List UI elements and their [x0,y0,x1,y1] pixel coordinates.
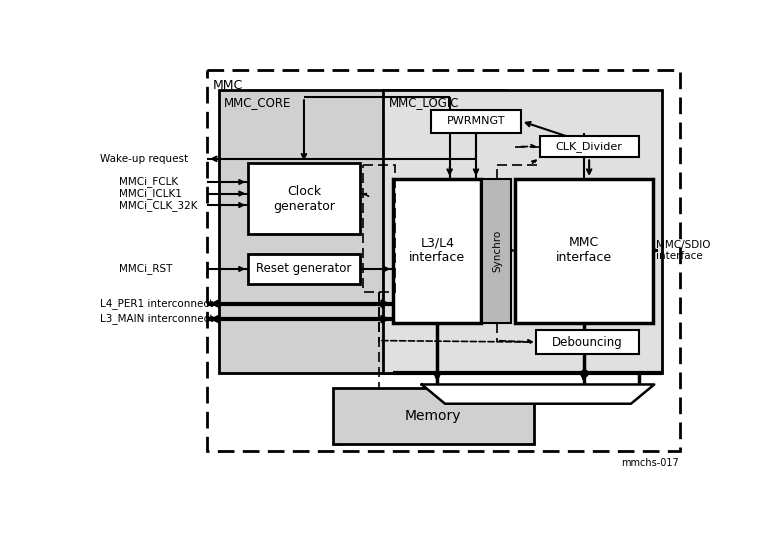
Bar [333,388,534,444]
Text: MMC_LOGIC: MMC_LOGIC [388,96,459,109]
Text: MMC
interface: MMC interface [556,236,612,265]
Text: MMC: MMC [213,79,243,92]
Text: MMCi_ICLK1: MMCi_ICLK1 [119,188,182,199]
Text: Clock
generator: Clock generator [273,185,335,213]
Bar [537,330,639,354]
Text: Reset generator: Reset generator [256,262,352,275]
Text: PWRMNGT: PWRMNGT [447,116,505,126]
Text: MMCi_CLK_32K: MMCi_CLK_32K [119,200,198,210]
Text: mmchs-017: mmchs-017 [621,458,679,469]
Text: MMCi_FCLK: MMCi_FCLK [119,176,179,187]
Bar [515,179,653,323]
Bar [383,90,662,373]
Text: Synchro: Synchro [492,229,502,272]
Bar [393,179,480,323]
Bar [219,90,505,373]
Text: L4_PER1 interconnect: L4_PER1 interconnect [100,298,213,309]
Bar [431,110,521,133]
Bar [248,163,360,234]
Text: MMC/SDIO
interface: MMC/SDIO interface [656,240,710,261]
Text: Debouncing: Debouncing [552,335,623,348]
Text: L3_MAIN interconnect: L3_MAIN interconnect [100,314,213,325]
Bar [248,254,360,285]
Bar [207,70,680,451]
Text: MMC_CORE: MMC_CORE [224,96,292,109]
Text: Wake-up request: Wake-up request [100,154,188,164]
Text: MMCi_RST: MMCi_RST [119,263,173,274]
Text: L3/L4
interface: L3/L4 interface [409,236,465,265]
Polygon shape [422,385,654,404]
Text: CLK_Divider: CLK_Divider [556,141,623,152]
Text: Memory: Memory [405,409,462,423]
Bar [363,165,394,292]
Bar [540,136,639,157]
Bar [482,179,511,323]
